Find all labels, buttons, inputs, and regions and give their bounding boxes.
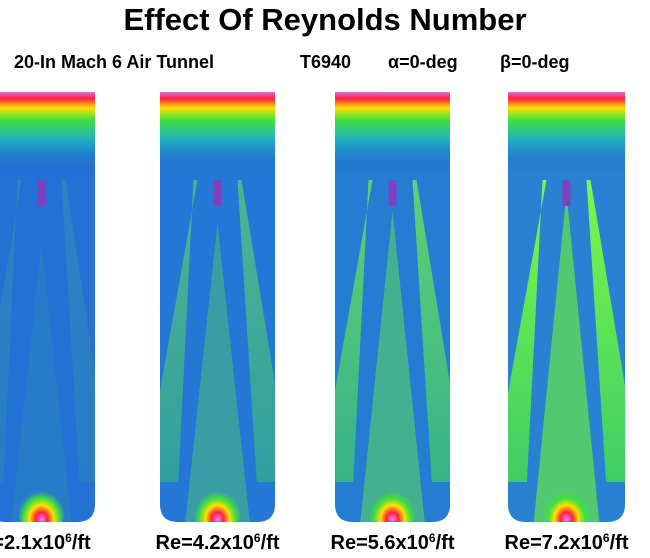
label-part: 6 [429,531,436,545]
subtitle-item: β=0-deg [500,52,570,72]
label-part: /ft [610,532,629,554]
subtitle-item: α=0-deg [388,52,458,72]
thermal-image [335,92,450,522]
nose-glow [17,480,66,522]
streak [508,180,547,482]
panel-label: Re=7.2x106/ft [505,531,629,554]
nose-glow [368,480,417,522]
leading-band [0,92,95,172]
thermal-image [508,92,625,522]
subtitle-item: T6940 [300,52,351,72]
streak [61,180,95,482]
heat-layer [160,92,275,522]
label-part: 6 [603,531,610,545]
label-part: =2.1x10 [0,532,65,554]
center-wedge [11,242,72,522]
heat-layer [0,92,95,522]
label-part: /ft [436,532,455,554]
label-part: Re=7.2x10 [505,532,603,554]
leading-band [508,92,625,172]
panel-label: =2.1x106/ft [0,531,91,554]
streak [160,180,198,482]
streak [0,180,22,482]
thermal-image [160,92,275,522]
title: Effect Of Reynolds Number [123,2,526,37]
model-body [0,92,95,522]
label-part: /ft [261,532,280,554]
heat-layer [508,92,625,522]
heat-layer [335,92,450,522]
streak [586,180,625,482]
center-trip [37,180,46,206]
center-trip [562,180,571,206]
label-part: 6 [254,531,261,545]
subtitle-item: 20-In Mach 6 Air Tunnel [14,52,214,72]
nose-glow [193,480,242,522]
label-part: /ft [72,532,91,554]
leading-band [335,92,450,172]
model-body [160,92,275,522]
label-part: 6 [65,531,72,545]
label-part: Re=5.6x10 [331,532,429,554]
center-trip [388,180,397,206]
thermal-image [0,92,95,522]
center-wedge [533,193,600,522]
panel-label: Re=5.6x106/ft [331,531,455,554]
center-wedge [185,223,250,522]
center-trip [213,180,222,206]
panel-label: Re=4.2x106/ft [156,531,280,554]
streak [335,180,373,482]
nose-glow [542,480,591,522]
label-part: Re=4.2x10 [156,532,254,554]
center-wedge [360,211,425,522]
leading-band [160,92,275,172]
streak [412,180,450,482]
streak [237,180,275,482]
